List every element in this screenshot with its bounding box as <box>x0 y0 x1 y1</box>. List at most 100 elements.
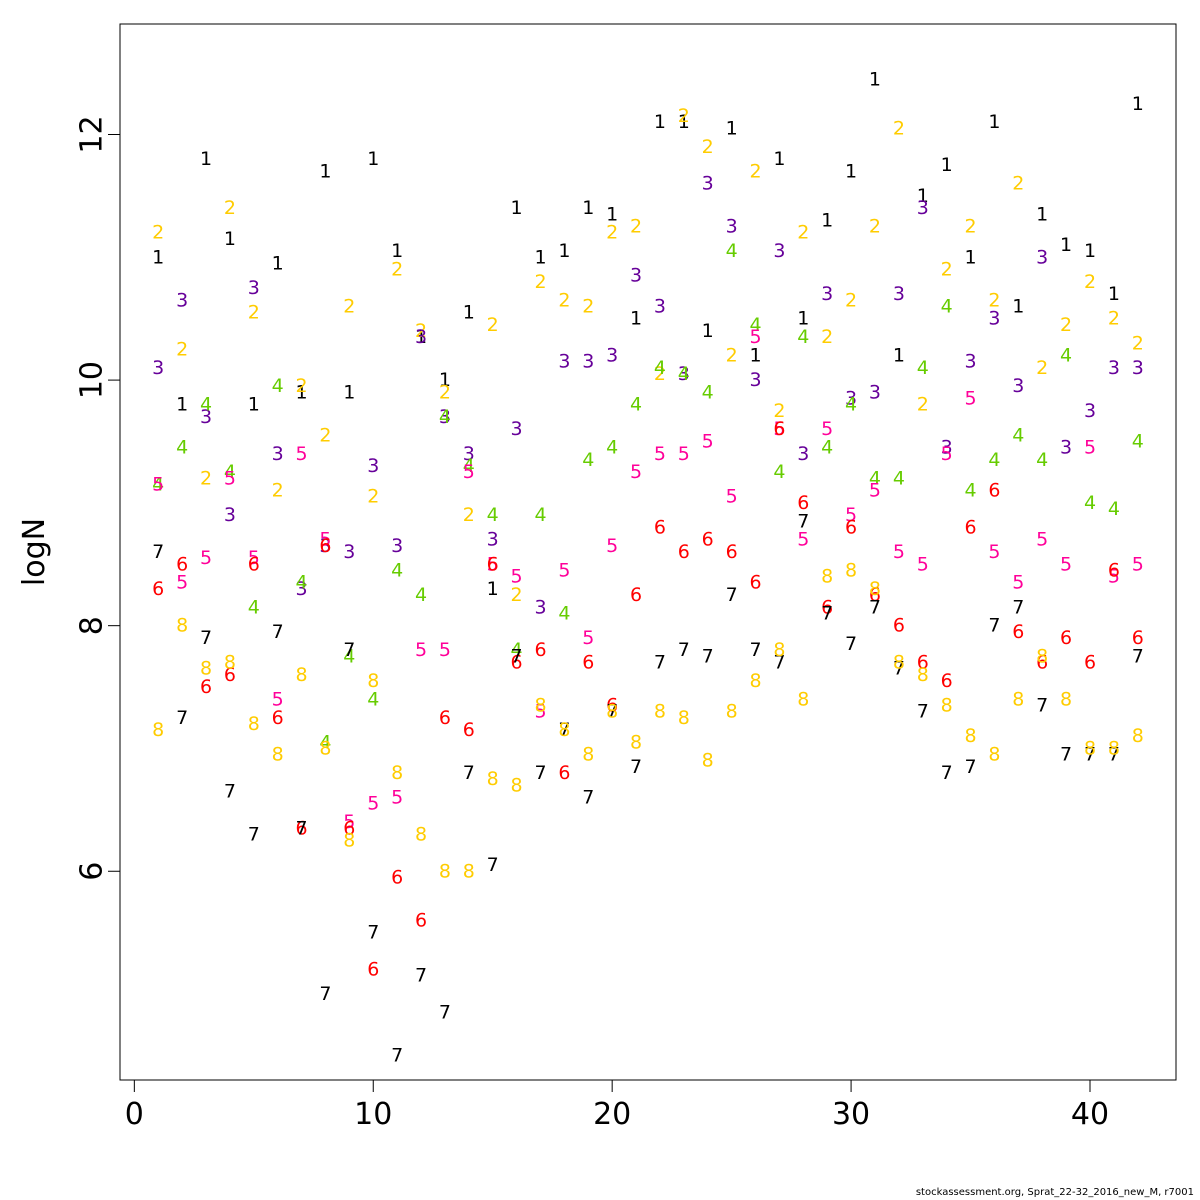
data-point-age-5: 5 <box>296 443 308 465</box>
data-point-age-4: 4 <box>869 467 881 489</box>
data-point-age-4: 4 <box>463 455 475 477</box>
data-point-age-8: 8 <box>248 713 260 735</box>
data-point-age-3: 3 <box>272 443 284 465</box>
data-point-age-3: 3 <box>248 277 260 299</box>
data-point-age-6: 6 <box>964 516 976 538</box>
data-point-age-8: 8 <box>439 860 451 882</box>
data-point-age-5: 5 <box>152 473 164 495</box>
data-point-age-3: 3 <box>1036 246 1048 268</box>
data-point-age-8: 8 <box>463 860 475 882</box>
data-point-age-8: 8 <box>558 719 570 741</box>
data-point-age-7: 7 <box>988 615 1000 637</box>
data-point-age-7: 7 <box>463 762 475 784</box>
data-point-age-8: 8 <box>1108 737 1120 759</box>
data-point-age-2: 2 <box>558 289 570 311</box>
data-point-age-4: 4 <box>391 559 403 581</box>
data-point-age-8: 8 <box>654 701 666 723</box>
data-point-age-3: 3 <box>224 504 236 526</box>
data-point-age-8: 8 <box>511 774 523 796</box>
data-point-age-8: 8 <box>296 664 308 686</box>
data-point-age-8: 8 <box>917 664 929 686</box>
data-point-age-4: 4 <box>678 363 690 385</box>
data-point-age-1: 1 <box>152 246 164 268</box>
x-tick-label: 10 <box>354 1097 392 1132</box>
data-point-age-2: 2 <box>367 486 379 508</box>
data-point-age-1: 1 <box>1012 295 1024 317</box>
data-point-age-4: 4 <box>152 473 164 495</box>
data-point-age-5: 5 <box>893 541 905 563</box>
data-point-age-8: 8 <box>391 762 403 784</box>
data-point-age-5: 5 <box>463 461 475 483</box>
data-point-age-5: 5 <box>367 793 379 815</box>
data-point-age-2: 2 <box>941 259 953 281</box>
data-point-age-2: 2 <box>224 197 236 219</box>
data-point-age-2: 2 <box>511 584 523 606</box>
data-point-age-6: 6 <box>845 516 857 538</box>
data-point-age-6: 6 <box>176 553 188 575</box>
data-point-age-1: 1 <box>319 160 331 182</box>
data-point-age-3: 3 <box>821 283 833 305</box>
data-point-age-7: 7 <box>702 645 714 667</box>
data-point-age-7: 7 <box>487 854 499 876</box>
data-point-age-6: 6 <box>487 553 499 575</box>
data-point-age-5: 5 <box>534 701 546 723</box>
data-point-age-1: 1 <box>1108 283 1120 305</box>
data-point-age-5: 5 <box>319 529 331 551</box>
data-point-age-6: 6 <box>773 418 785 440</box>
data-point-age-6: 6 <box>558 762 570 784</box>
data-point-age-2: 2 <box>1036 357 1048 379</box>
data-point-age-2: 2 <box>152 222 164 244</box>
data-point-age-5: 5 <box>1060 553 1072 575</box>
data-point-age-1: 1 <box>582 197 594 219</box>
data-point-age-8: 8 <box>343 830 355 852</box>
data-point-age-2: 2 <box>630 216 642 238</box>
data-point-age-7: 7 <box>200 627 212 649</box>
data-point-age-4: 4 <box>415 584 427 606</box>
data-point-age-7: 7 <box>558 719 570 741</box>
data-point-age-1: 1 <box>845 160 857 182</box>
data-point-age-7: 7 <box>869 596 881 618</box>
data-point-age-3: 3 <box>845 388 857 410</box>
data-point-age-5: 5 <box>1036 529 1048 551</box>
data-point-age-8: 8 <box>176 615 188 637</box>
data-point-age-7: 7 <box>391 1044 403 1066</box>
data-point-age-3: 3 <box>749 369 761 391</box>
data-point-age-2: 2 <box>702 136 714 158</box>
data-point-age-1: 1 <box>749 345 761 367</box>
data-point-age-2: 2 <box>869 216 881 238</box>
data-point-age-8: 8 <box>726 701 738 723</box>
data-point-age-4: 4 <box>630 394 642 416</box>
data-point-age-1: 1 <box>773 148 785 170</box>
data-point-age-1: 1 <box>343 381 355 403</box>
data-point-age-8: 8 <box>534 694 546 716</box>
data-point-age-3: 3 <box>319 535 331 557</box>
data-point-age-7: 7 <box>845 633 857 655</box>
data-point-age-2: 2 <box>678 105 690 127</box>
data-point-age-7: 7 <box>941 762 953 784</box>
data-point-age-5: 5 <box>415 639 427 661</box>
data-point-age-5: 5 <box>988 541 1000 563</box>
data-point-age-7: 7 <box>1084 744 1096 766</box>
data-point-age-4: 4 <box>1060 345 1072 367</box>
data-point-age-1: 1 <box>224 228 236 250</box>
data-point-age-1: 1 <box>1060 234 1072 256</box>
data-point-age-2: 2 <box>391 259 403 281</box>
data-point-age-6: 6 <box>749 572 761 594</box>
data-point-age-2: 2 <box>439 381 451 403</box>
data-point-age-7: 7 <box>319 983 331 1005</box>
data-point-age-6: 6 <box>654 516 666 538</box>
data-point-age-1: 1 <box>941 154 953 176</box>
data-point-age-8: 8 <box>702 750 714 772</box>
data-point-age-2: 2 <box>176 338 188 360</box>
data-point-age-1: 1 <box>1036 203 1048 225</box>
x-tick-label: 30 <box>832 1097 870 1132</box>
data-point-age-3: 3 <box>797 443 809 465</box>
data-point-age-4: 4 <box>893 467 905 489</box>
data-point-age-5: 5 <box>343 811 355 833</box>
data-point-age-1: 1 <box>821 209 833 231</box>
data-point-age-3: 3 <box>463 443 475 465</box>
data-point-age-8: 8 <box>272 744 284 766</box>
data-point-age-6: 6 <box>463 719 475 741</box>
data-point-age-2: 2 <box>821 326 833 348</box>
data-point-age-1: 1 <box>200 148 212 170</box>
